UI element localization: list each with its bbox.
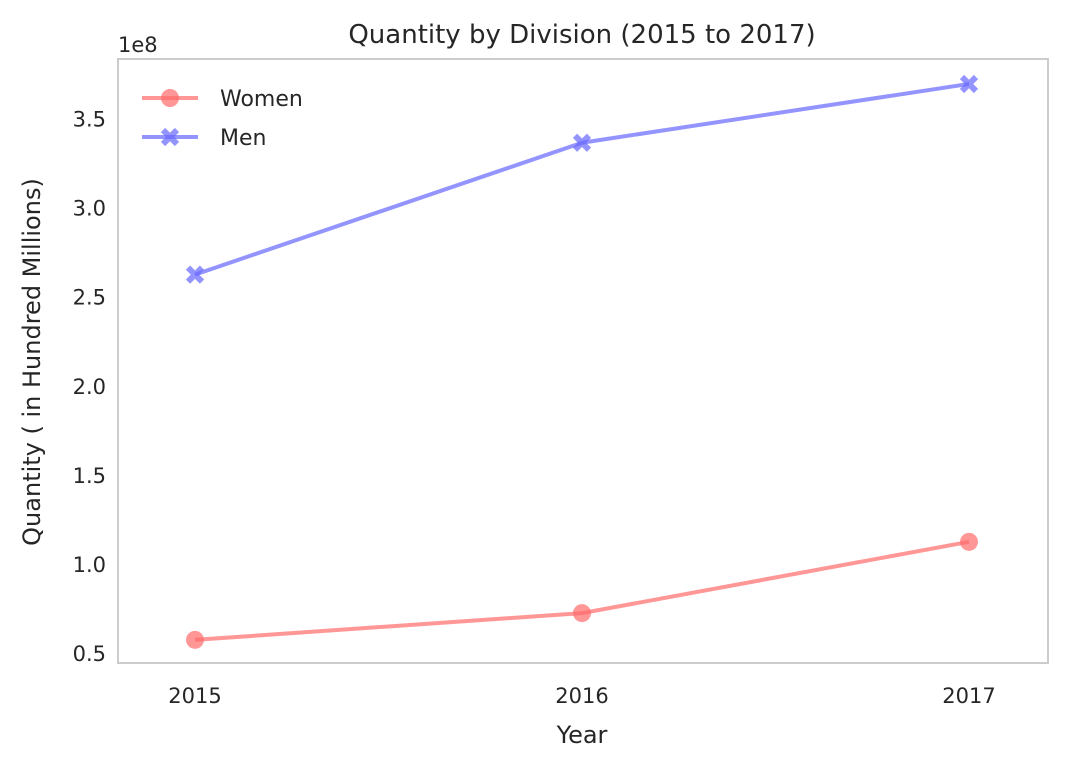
y-tick-label: 1.5 [73,464,106,488]
legend-item-women: Women [142,87,303,112]
legend-label-men: Men [220,126,266,151]
y-tick-label: 2.5 [73,286,106,310]
data-point-women [186,630,204,649]
legend-marker-women [161,89,179,107]
y-tick-label: 3.5 [73,108,106,132]
x-tick-label: 2015 [168,684,221,708]
data-point-men [959,74,979,94]
data-point-women [573,604,591,623]
legend-item-men: Men [142,126,266,151]
legend-marker-men [160,127,180,147]
chart-title: Quantity by Division (2015 to 2017) [348,20,815,50]
legend-label-women: Women [220,87,303,112]
series-men [185,74,979,284]
y-axis-offset-label: 1e8 [118,33,158,57]
y-tick-label: 3.0 [73,197,106,221]
x-tick-label: 2016 [555,684,608,708]
series-women [186,532,978,649]
legend: Women Men [142,87,303,151]
data-point-men [572,133,592,152]
data-point-women [960,532,978,551]
data-point-men [185,265,205,284]
x-axis-title: Year [556,721,608,749]
y-tick-label: 2.0 [73,375,106,399]
y-tick-label: 0.5 [73,642,106,666]
y-axis-title: Quantity ( in Hundred Millions) [18,178,46,546]
x-tick-label: 2017 [942,684,995,708]
y-tick-label: 1.0 [73,553,106,577]
plot-frame [117,58,1049,664]
plot-area: 0.5 1.0 1.5 2.0 2.5 3.0 3.5 2015 2016 2017 [73,58,1049,708]
